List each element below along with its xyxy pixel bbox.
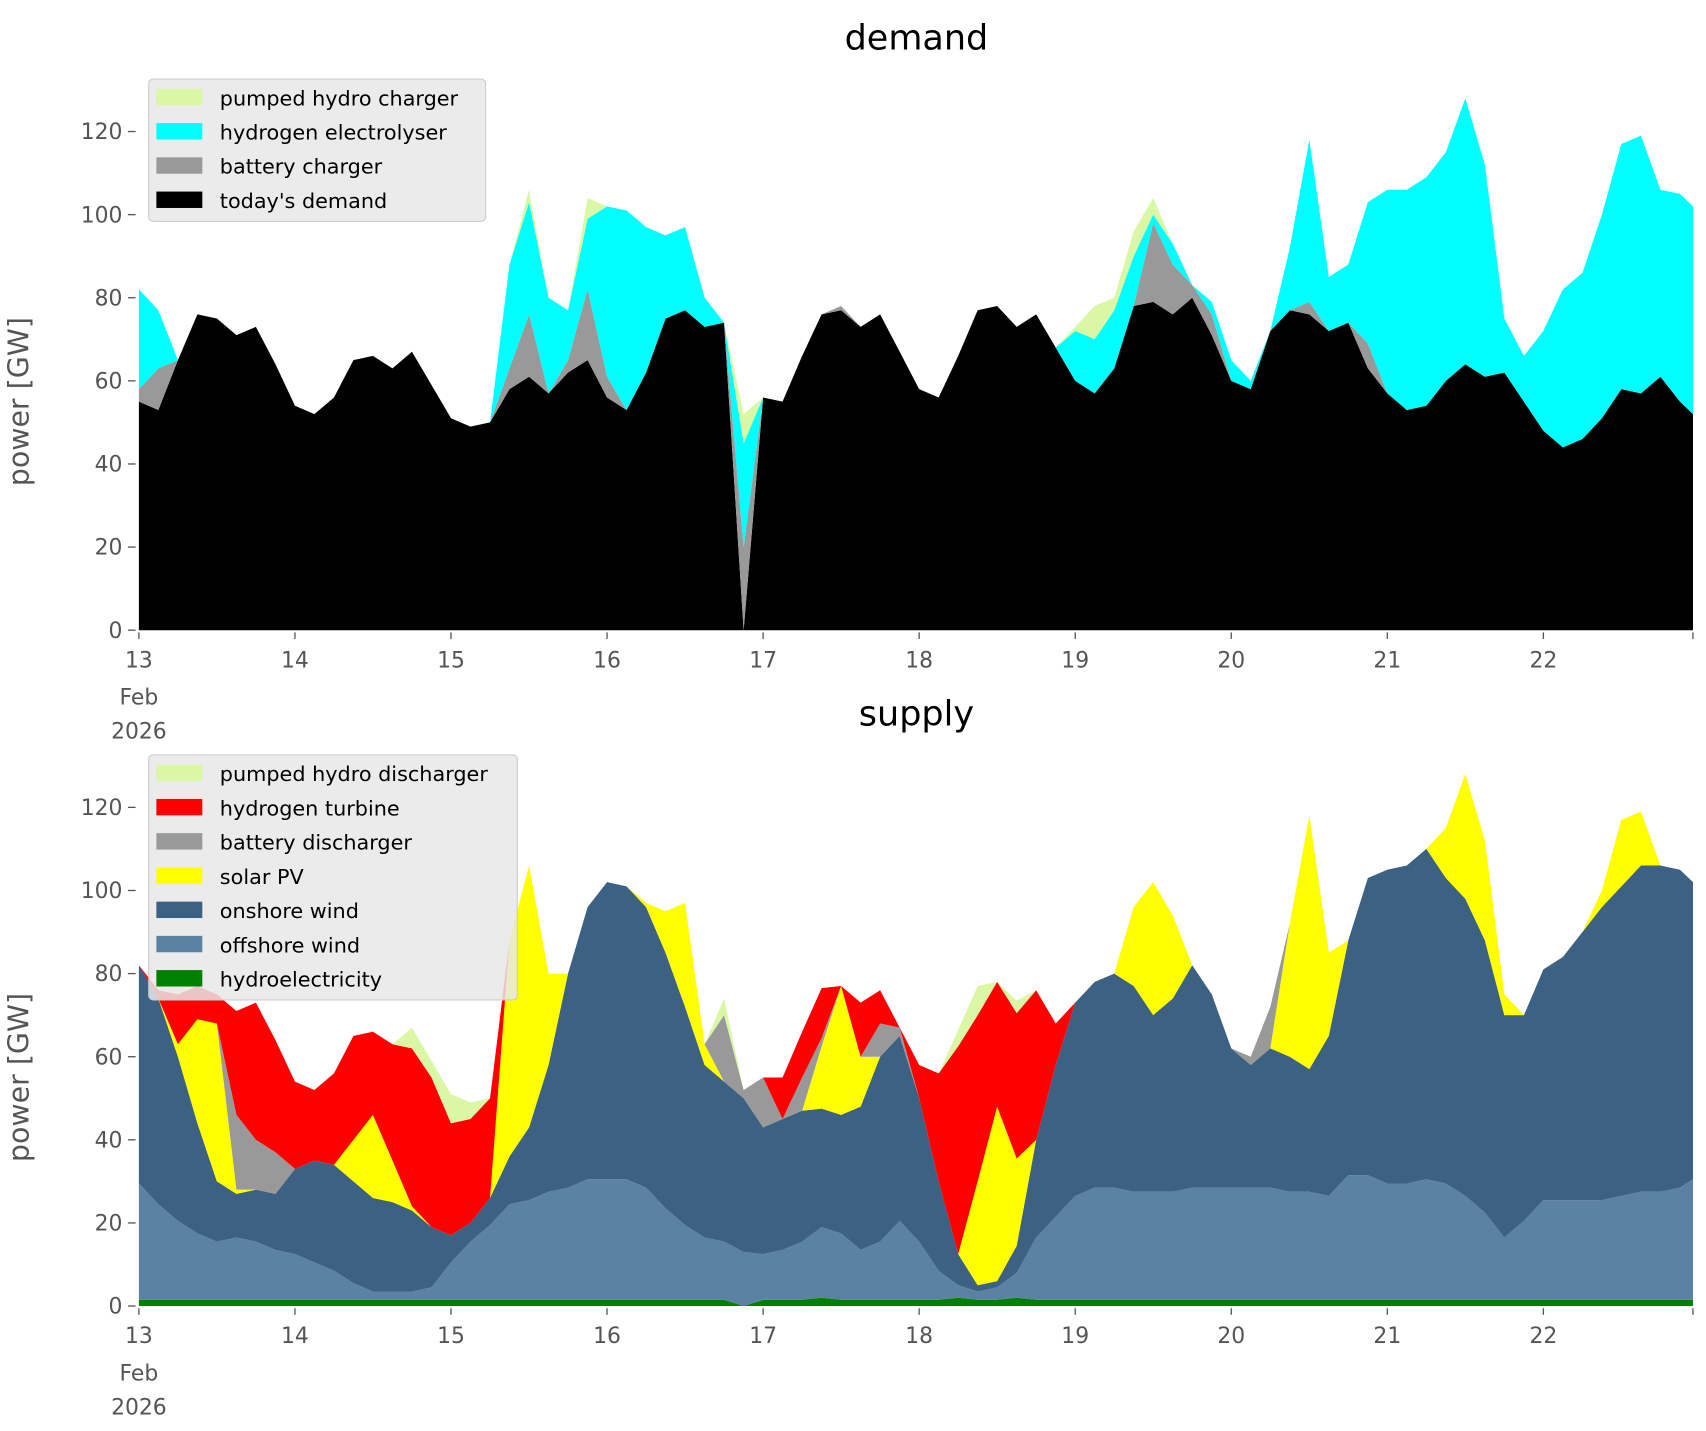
x-tick-label: 19 (1061, 1324, 1089, 1349)
legend-label: hydrogen turbine (220, 796, 400, 820)
legend: pumped hydro discharger hydrogen turbine b… (148, 754, 518, 1001)
legend-swatch (156, 901, 203, 919)
legend-swatch (156, 123, 203, 140)
legend-swatch (156, 88, 203, 106)
legend-label: onshore wind (220, 899, 359, 923)
x-tick-label: 19 (1061, 648, 1089, 673)
y-tick-label: 20 (95, 536, 123, 561)
area-solar-pv (138, 774, 1693, 1286)
y-tick-label: 100 (81, 879, 123, 904)
legend-box (148, 78, 487, 222)
legend-label: battery discharger (220, 831, 413, 855)
x-tick-label: 17 (749, 1324, 777, 1349)
chart-title: supply (859, 694, 974, 734)
y-tick-label: 40 (95, 1128, 123, 1153)
y-tick-label: 120 (81, 120, 123, 145)
x-tick-label: 22 (1529, 1324, 1557, 1349)
y-tick-label: 80 (95, 962, 123, 987)
area-today-s-demand (138, 297, 1693, 631)
y-axis-label: power [GW] (2, 317, 35, 486)
x-tick-label: 13 (125, 1324, 153, 1349)
x-tick-label: 21 (1373, 648, 1401, 673)
legend-label: pumped hydro charger (220, 86, 459, 110)
area-onshore-wind (138, 848, 1693, 1292)
legend-swatch (156, 867, 203, 884)
legend-swatch (156, 935, 203, 953)
y-tick-label: 0 (109, 619, 123, 644)
x-tick-label: 17 (749, 648, 777, 673)
x-tick-label: 16 (593, 648, 621, 673)
x-tick-label: 15 (437, 648, 465, 673)
x-tick-label: 18 (905, 648, 933, 673)
x-tick-label: 22 (1529, 648, 1557, 673)
legend: pumped hydro charger hydrogen electrolyse… (148, 78, 487, 222)
demand-panel: 0 20 40 60 80 100 120 13 Feb 2026 14 15 16 17 18 19 20 21… (2, 19, 1694, 744)
area-hydrogen-electrolyser (138, 98, 1693, 548)
x-tick-label: 13 (125, 648, 153, 673)
legend-swatch (156, 157, 203, 174)
y-tick-label: 100 (81, 203, 123, 228)
x-tick-label: 16 (593, 1324, 621, 1349)
legend-swatch (156, 191, 203, 208)
x-tick-sublabel: Feb (120, 686, 159, 711)
chart-title: demand (845, 19, 989, 59)
x-tick-label: 20 (1217, 1324, 1245, 1349)
legend-swatch (156, 833, 203, 850)
legend-box (148, 754, 518, 1001)
y-tick-label: 60 (95, 1045, 123, 1070)
y-axis-label: power [GW] (2, 993, 35, 1162)
x-tick-sublabel: 2026 (111, 1395, 167, 1420)
legend-label: solar PV (220, 865, 305, 889)
area-battery-charger (138, 222, 1693, 631)
legend-swatch (156, 970, 203, 987)
legend-label: hydroelectricity (220, 967, 382, 991)
x-tick-label: 20 (1217, 648, 1245, 673)
legend-label: battery charger (220, 155, 383, 179)
y-tick-label: 120 (81, 796, 123, 821)
x-tick-label: 14 (281, 648, 309, 673)
x-tick-label: 14 (281, 1324, 309, 1349)
legend-label: hydrogen electrolyser (220, 121, 447, 145)
x-tick-label: 15 (437, 1324, 465, 1349)
legend-label: offshore wind (220, 933, 360, 957)
x-tick-label: 21 (1373, 1324, 1401, 1349)
x-tick-label: 18 (905, 1324, 933, 1349)
legend-swatch (156, 798, 203, 816)
y-tick-label: 60 (95, 370, 123, 395)
y-tick-label: 20 (95, 1212, 123, 1237)
supply-panel: 0 20 40 60 80 100 120 13 Feb 2026 14 15 16 17 18 19 20 21… (2, 694, 1694, 1420)
y-tick-label: 80 (95, 286, 123, 311)
area-offshore-wind (138, 1175, 1693, 1307)
y-tick-label: 40 (95, 453, 123, 478)
legend-label: pumped hydro discharger (220, 762, 489, 786)
legend-swatch (156, 764, 203, 782)
x-tick-sublabel: Feb (120, 1361, 159, 1386)
y-tick-label: 0 (109, 1295, 123, 1320)
legend-label: today's demand (220, 189, 387, 213)
x-tick-sublabel: 2026 (111, 719, 167, 744)
